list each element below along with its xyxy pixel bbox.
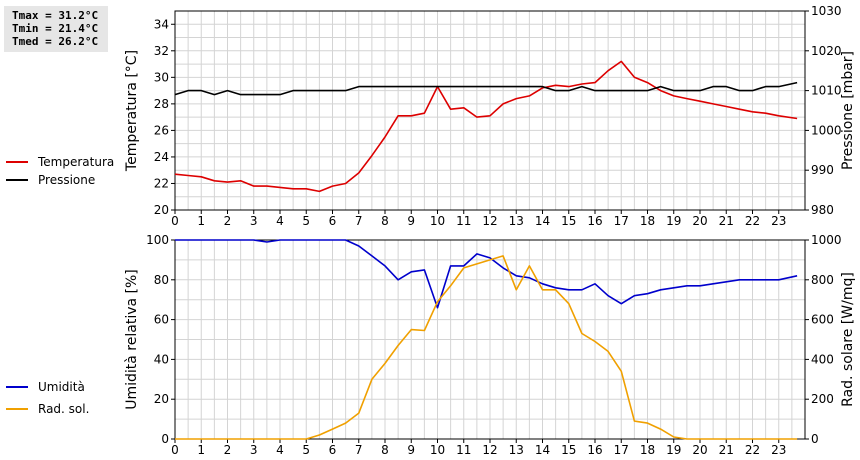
top-x-tick-label: 18	[640, 214, 655, 228]
bottom-legend-label-1: Rad. sol.	[38, 402, 89, 416]
top-x-tick-label: 16	[587, 214, 602, 228]
top-yl-tick-label: 28	[154, 97, 169, 111]
top-y-left-label: Temperatura [°C]	[124, 50, 140, 172]
bottom-yr-tick-label: 800	[811, 273, 834, 287]
bottom-x-tick-label: 12	[482, 443, 497, 457]
bottom-yl-tick-label: 20	[154, 392, 169, 406]
bottom-x-tick-label: 16	[587, 443, 602, 457]
bottom-x-tick-label: 20	[692, 443, 707, 457]
top-series-0-line	[174, 60, 798, 193]
bottom-y-left-label: Umidità relativa [%]	[124, 269, 140, 410]
top-x-tick-label: 8	[381, 214, 389, 228]
bottom-yl-tick-label: 40	[154, 352, 169, 366]
bottom-x-tick-label: 17	[614, 443, 629, 457]
top-yr-tick-label: 980	[811, 203, 834, 217]
bottom-x-tick-label: 22	[745, 443, 760, 457]
top-yl-tick-label: 22	[154, 176, 169, 190]
bottom-yl-tick-label: 0	[161, 432, 169, 446]
top-yl-tick-label: 34	[154, 17, 169, 31]
bottom-yr-tick-label: 200	[811, 392, 834, 406]
bottom-x-tick-label: 19	[666, 443, 681, 457]
bottom-x-tick-label: 2	[224, 443, 232, 457]
bottom-yl-tick-label: 80	[154, 273, 169, 287]
top-yl-tick-label: 30	[154, 70, 169, 84]
bottom-x-tick-label: 5	[302, 443, 310, 457]
top-series-1-line	[174, 81, 798, 96]
top-x-tick-label: 17	[614, 214, 629, 228]
bottom-x-tick-label: 21	[719, 443, 734, 457]
top-yr-tick-label: 1000	[811, 123, 842, 137]
top-x-tick-label: 23	[771, 214, 786, 228]
tmin-label: Tmin = 21.4°C	[12, 22, 99, 35]
top-yl-tick-label: 20	[154, 203, 169, 217]
top-x-tick-label: 5	[302, 214, 310, 228]
top-x-tick-label: 10	[430, 214, 445, 228]
bottom-x-tick-label: 15	[561, 443, 576, 457]
top-yr-tick-label: 1030	[811, 4, 842, 18]
stats-box: Tmax = 31.2°C Tmin = 21.4°C Tmed = 26.2°…	[4, 6, 108, 52]
bottom-x-tick-label: 1	[197, 443, 205, 457]
bottom-x-tick-label: 23	[771, 443, 786, 457]
bottom-yr-tick-label: 400	[811, 352, 834, 366]
top-x-tick-label: 14	[535, 214, 550, 228]
tmed-label: Tmed = 26.2°C	[12, 35, 99, 48]
top-x-tick-label: 13	[509, 214, 524, 228]
bottom-x-tick-label: 9	[407, 443, 415, 457]
bottom-yr-tick-label: 0	[811, 432, 819, 446]
top-x-tick-label: 4	[276, 214, 284, 228]
bottom-x-tick-label: 8	[381, 443, 389, 457]
top-x-tick-label: 22	[745, 214, 760, 228]
bottom-x-tick-label: 13	[509, 443, 524, 457]
bottom-series-1-line	[175, 255, 798, 440]
top-x-tick-label: 15	[561, 214, 576, 228]
top-x-tick-label: 11	[456, 214, 471, 228]
top-x-tick-label: 3	[250, 214, 258, 228]
bottom-x-tick-label: 18	[640, 443, 655, 457]
tmax-label: Tmax = 31.2°C	[12, 9, 99, 22]
bottom-x-tick-label: 14	[535, 443, 550, 457]
top-legend-label-1: Pressione	[38, 173, 95, 187]
bottom-yl-tick-label: 60	[154, 313, 169, 327]
bottom-x-tick-label: 4	[276, 443, 284, 457]
bottom-y-right-label: Rad. solare [W/mq]	[840, 272, 856, 407]
bottom-yr-tick-label: 600	[811, 313, 834, 327]
top-x-tick-label: 12	[482, 214, 497, 228]
top-x-tick-label: 19	[666, 214, 681, 228]
top-x-tick-label: 20	[692, 214, 707, 228]
bottom-yl-tick-label: 100	[146, 233, 169, 247]
top-yr-tick-label: 1020	[811, 44, 842, 58]
top-legend-label-0: Temperatura	[37, 155, 114, 169]
bottom-legend-label-0: Umidità	[38, 380, 85, 394]
bottom-x-tick-label: 3	[250, 443, 258, 457]
bottom-x-tick-label: 10	[430, 443, 445, 457]
top-y-right-label: Pressione [mbar]	[840, 51, 856, 170]
bottom-x-tick-label: 6	[329, 443, 337, 457]
bottom-yr-tick-label: 1000	[811, 233, 842, 247]
bottom-series-0-line	[175, 239, 798, 309]
top-x-tick-label: 2	[224, 214, 232, 228]
top-yl-tick-label: 26	[154, 123, 169, 137]
top-x-tick-label: 9	[407, 214, 415, 228]
bottom-x-tick-label: 0	[171, 443, 179, 457]
top-x-tick-label: 0	[171, 214, 179, 228]
top-x-tick-label: 7	[355, 214, 363, 228]
top-x-tick-label: 21	[719, 214, 734, 228]
bottom-x-tick-label: 7	[355, 443, 363, 457]
top-yr-tick-label: 1010	[811, 84, 842, 98]
top-x-tick-label: 1	[197, 214, 205, 228]
top-yl-tick-label: 24	[154, 150, 169, 164]
top-yl-tick-label: 32	[154, 44, 169, 58]
top-x-tick-label: 6	[329, 214, 337, 228]
top-yr-tick-label: 990	[811, 163, 834, 177]
bottom-x-tick-label: 11	[456, 443, 471, 457]
